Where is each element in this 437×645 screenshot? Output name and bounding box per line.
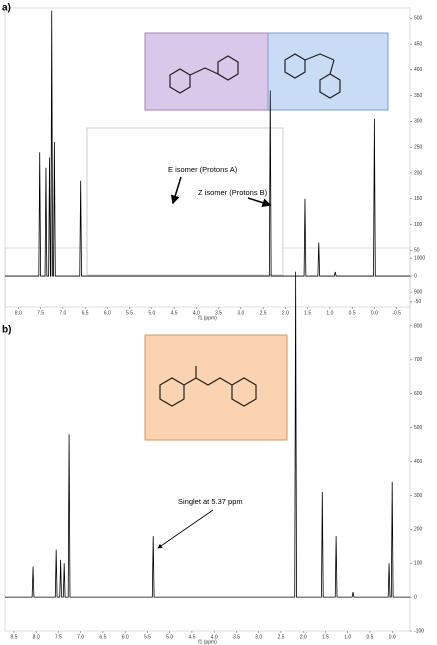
inset [86, 127, 284, 276]
x-tick-label: 4.5 [171, 310, 178, 316]
x-tick-label: 5.5 [126, 310, 133, 316]
structure-box [267, 32, 389, 111]
annotation: Singlet at 5.37 ppm [178, 497, 243, 506]
x-tick-label: 8.0 [33, 634, 40, 640]
spectrum [5, 10, 410, 277]
x-tick-label: 7.5 [55, 634, 62, 640]
x-tick-label: 5.0 [148, 310, 155, 316]
x-tick-label: 6.5 [82, 310, 89, 316]
x-tick-label: 2.0 [282, 310, 289, 316]
plot-area [4, 7, 411, 308]
x-tick-label: 8.5 [10, 634, 17, 640]
x-tick-label: 0.5 [349, 310, 356, 316]
x-tick-label: 6.0 [122, 634, 129, 640]
x-tick-label: 0.5 [366, 634, 373, 640]
arrow [157, 509, 214, 549]
annotation: Z isomer (Protons B) [198, 188, 268, 197]
arrow [170, 176, 182, 205]
y-tick-label: 1000 [414, 255, 425, 261]
x-tick-label: 1.5 [322, 634, 329, 640]
y-tick-label: 100 [414, 222, 423, 228]
y-tick-label: 500 [414, 16, 423, 22]
y-tick-label: 0 [414, 594, 417, 600]
y-tick-label: 300 [414, 119, 423, 125]
x-tick-label: 2.0 [300, 634, 307, 640]
y-tick-label: 200 [414, 527, 423, 533]
molecule [159, 366, 257, 407]
x-axis-label: f1 (ppm) [198, 315, 217, 321]
y-tick-label: 250 [414, 145, 423, 151]
x-tick-label: 7.0 [59, 310, 66, 316]
x-tick-label: 7.5 [37, 310, 44, 316]
structure-box [144, 32, 269, 111]
x-tick-label: 2.5 [260, 310, 267, 316]
y-tick-label: 400 [414, 67, 423, 73]
structure-box [144, 334, 288, 441]
x-axis-label: f1 (ppm) [198, 639, 217, 645]
y-tick-label: 400 [414, 459, 423, 465]
x-tick-label: 0.0 [371, 310, 378, 316]
x-tick-label: 3.0 [237, 310, 244, 316]
y-tick-label: 600 [414, 391, 423, 397]
x-tick-label: 7.0 [77, 634, 84, 640]
x-tick-label: 5.0 [166, 634, 173, 640]
spectrum [5, 271, 410, 598]
y-tick-label: 0 [414, 273, 417, 279]
x-tick-label: 2.5 [277, 634, 284, 640]
x-tick-label: -0.5 [392, 310, 401, 316]
x-tick-label: 1.5 [304, 310, 311, 316]
y-tick-label: -100 [414, 628, 424, 634]
x-tick-label: 0.0 [389, 634, 396, 640]
molecule [169, 53, 341, 99]
y-tick-label: 200 [414, 170, 423, 176]
x-tick-label: 3.5 [215, 310, 222, 316]
x-tick-label: 1.0 [344, 634, 351, 640]
x-tick-label: 4.5 [188, 634, 195, 640]
x-tick-label: 8.0 [15, 310, 22, 316]
y-tick-label: 450 [414, 41, 423, 47]
x-tick-label: 1.0 [326, 310, 333, 316]
x-tick-label: 3.0 [255, 634, 262, 640]
y-tick-label: 300 [414, 493, 423, 499]
y-tick-label: 350 [414, 93, 423, 99]
x-tick-label: 5.5 [144, 634, 151, 640]
y-tick-label: -50 [414, 299, 421, 305]
y-tick-label: 50 [414, 248, 420, 254]
arrow [247, 197, 272, 208]
y-tick-label: 900 [414, 289, 423, 295]
x-tick-label: 4.0 [193, 310, 200, 316]
x-tick-label: 3.5 [233, 634, 240, 640]
x-tick-label: 6.5 [99, 634, 106, 640]
annotation: E isomer (Protons A) [168, 165, 238, 174]
y-tick-label: 500 [414, 425, 423, 431]
x-tick-label: 4.0 [211, 634, 218, 640]
y-tick-label: 150 [414, 196, 423, 202]
y-tick-label: 700 [414, 357, 423, 363]
y-tick-label: 100 [414, 561, 423, 567]
y-tick-label: 800 [414, 323, 423, 329]
x-tick-label: 6.0 [104, 310, 111, 316]
panel-label: b) [2, 325, 11, 336]
panel-label: a) [2, 3, 11, 14]
